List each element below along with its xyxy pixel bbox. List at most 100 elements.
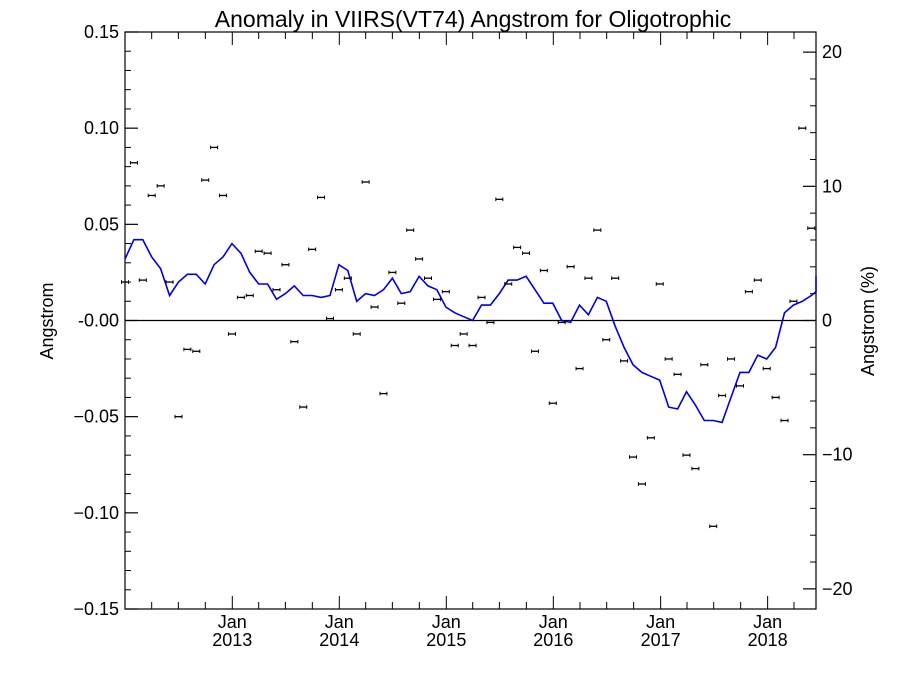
- data-point: [147, 193, 156, 198]
- data-point: [611, 276, 620, 280]
- y-tick-label-right: −10: [822, 445, 853, 465]
- x-tick-label-month: Jan: [539, 612, 568, 632]
- data-point: [468, 343, 477, 348]
- data-point: [290, 339, 299, 344]
- anomaly-line-series: [124, 238, 817, 424]
- data-point: [513, 245, 522, 250]
- data-point: [138, 278, 147, 282]
- data-point: [575, 366, 584, 371]
- data-point: [602, 337, 611, 342]
- data-point: [272, 287, 281, 292]
- x-tick-label-year: 2016: [533, 630, 573, 650]
- data-point: [691, 466, 700, 471]
- data-point: [593, 228, 602, 232]
- x-tick-label-month: Jan: [432, 612, 461, 632]
- data-point: [718, 393, 727, 398]
- data-point: [121, 280, 129, 284]
- data-point: [735, 384, 744, 388]
- data-point: [727, 357, 736, 361]
- y-tick-label-left: 0.10: [84, 118, 119, 138]
- data-point: [201, 178, 210, 182]
- x-tick-label-year: 2018: [748, 630, 788, 650]
- data-point: [566, 264, 575, 269]
- x-tick-label-year: 2017: [641, 630, 681, 650]
- data-point: [539, 268, 548, 273]
- data-point: [379, 391, 388, 396]
- data-point: [317, 195, 326, 200]
- y-tick-label-right: 0: [822, 311, 832, 331]
- data-point: [245, 293, 254, 298]
- y-tick-label-right: 10: [822, 176, 842, 196]
- chart-title: Anomaly in VIIRS(VT74) Angstrom for Olig…: [215, 6, 731, 32]
- x-tick-label-month: Jan: [753, 612, 782, 632]
- data-point: [334, 287, 343, 292]
- data-point: [798, 126, 807, 130]
- data-point: [210, 145, 219, 150]
- data-point: [495, 197, 504, 202]
- y-tick-label-left: −0.15: [73, 599, 119, 619]
- data-point: [584, 276, 593, 280]
- data-point: [548, 401, 557, 406]
- data-point: [522, 251, 531, 255]
- data-point: [477, 295, 486, 300]
- data-point: [174, 414, 183, 419]
- x-tick-label-month: Jan: [218, 612, 247, 632]
- data-point: [352, 332, 361, 336]
- data-point: [780, 418, 789, 423]
- data-point: [424, 276, 433, 280]
- data-point: [263, 251, 272, 255]
- data-point: [673, 372, 682, 377]
- data-point: [406, 228, 415, 232]
- data-point: [459, 332, 468, 336]
- data-point: [664, 357, 673, 361]
- data-point: [343, 276, 352, 280]
- y-axis-left: 0.15 0.10 0.05 -0.00 −0.05 −0.10 −0.15: [73, 22, 138, 619]
- data-point: [441, 289, 450, 294]
- data-point: [219, 193, 228, 198]
- y-tick-label-left: −0.10: [73, 503, 119, 523]
- data-point: [227, 332, 236, 336]
- data-point: [789, 299, 798, 304]
- data-point: [530, 349, 539, 354]
- y-axis-right: 20 10 0 −10 −20: [803, 42, 853, 599]
- data-point: [325, 316, 334, 321]
- data-point: [388, 270, 397, 275]
- data-point: [682, 453, 691, 457]
- y-tick-label-right: 20: [822, 42, 842, 62]
- data-point: [486, 320, 495, 325]
- x-tick-label-year: 2013: [212, 630, 252, 650]
- data-point: [700, 362, 709, 367]
- data-point: [432, 297, 441, 302]
- y-tick-label-left: 0.15: [84, 22, 119, 42]
- y-tick-label-left: -0.00: [78, 311, 119, 331]
- data-point: [236, 295, 245, 300]
- data-point: [557, 320, 566, 325]
- data-point: [415, 257, 424, 261]
- data-point: [192, 349, 201, 354]
- data-point: [807, 226, 816, 230]
- data-point: [165, 280, 174, 284]
- data-point: [281, 262, 290, 267]
- data-point: [397, 301, 406, 305]
- data-point: [361, 180, 370, 184]
- data-point: [744, 289, 753, 294]
- data-point: [753, 278, 762, 282]
- y-axis-label-right: Angstrom (%): [858, 266, 878, 376]
- data-point: [370, 305, 379, 309]
- y-tick-label-left: 0.05: [84, 214, 119, 234]
- data-point: [771, 395, 780, 400]
- data-point: [637, 482, 646, 486]
- data-point: [620, 359, 629, 363]
- data-point: [629, 455, 638, 459]
- x-tick-label-year: 2015: [426, 630, 466, 650]
- x-axis: Jan2013Jan2014Jan2015Jan2016Jan2017Jan20…: [124, 32, 795, 650]
- data-point: [762, 366, 771, 371]
- x-tick-label-month: Jan: [325, 612, 354, 632]
- data-point: [450, 343, 459, 348]
- y-tick-label-right: −20: [822, 579, 853, 599]
- data-point: [254, 249, 263, 254]
- data-point: [646, 436, 655, 440]
- x-tick-label-month: Jan: [646, 612, 675, 632]
- y-tick-label-left: −0.05: [73, 407, 119, 427]
